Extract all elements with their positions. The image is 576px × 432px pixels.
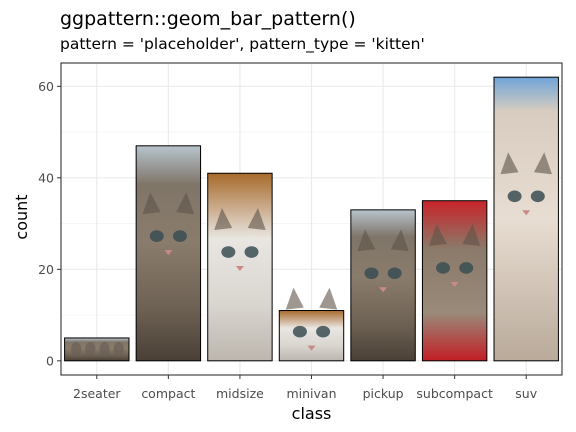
x-tick-label: midsize — [216, 386, 264, 401]
x-axis-title: class — [292, 404, 332, 423]
kitten-nose — [164, 250, 173, 256]
kitten-nose — [235, 266, 244, 272]
kitten-eye — [459, 262, 474, 274]
x-tick-label: subcompact — [416, 386, 493, 401]
kitten-ear — [247, 208, 266, 231]
kitten-eye — [221, 246, 236, 258]
bar-2seater — [64, 337, 130, 362]
kitten-ear — [390, 229, 409, 252]
kitten-nose — [379, 287, 388, 293]
x-tick-label: minivan — [286, 386, 336, 401]
kitten-ear — [142, 192, 161, 215]
kitten-eye — [172, 230, 187, 242]
y-tick-label: 40 — [38, 170, 54, 185]
bar-subcompact — [421, 200, 488, 362]
kitten-eye — [364, 267, 379, 280]
bar-outline — [421, 200, 488, 362]
kitten-ear — [428, 223, 447, 246]
kitten-ear — [533, 152, 552, 175]
kitten-ear — [285, 287, 304, 310]
bar — [350, 209, 416, 361]
y-tick-label: 60 — [38, 79, 54, 94]
bar-suv — [493, 76, 559, 362]
bar-outline — [278, 309, 345, 362]
y-tick-label: 20 — [38, 262, 54, 277]
kitten-nose — [522, 210, 531, 216]
bar — [494, 77, 559, 361]
bar — [279, 310, 344, 361]
kitten-ear — [500, 152, 519, 175]
bar-outline — [350, 209, 416, 362]
kitten-shape — [71, 342, 82, 357]
kitten-shape — [113, 342, 124, 357]
bar-outline — [493, 76, 559, 362]
kitten-eye — [292, 325, 307, 338]
kitten-eye — [149, 230, 164, 242]
bar-outline — [135, 145, 202, 362]
bar-pickup — [350, 209, 416, 362]
bar-outline — [207, 172, 273, 362]
kitten-nose — [450, 281, 459, 287]
bar — [64, 337, 129, 361]
bar-minivan — [278, 287, 345, 362]
bar-midsize — [207, 172, 273, 362]
kitten-eye — [436, 262, 451, 274]
y-axis: 0 20 40 60 — [38, 79, 61, 368]
bar-outline — [64, 337, 130, 362]
y-tick-label: 0 — [46, 353, 54, 368]
x-tick-label: suv — [515, 386, 537, 401]
kitten-eye — [530, 190, 545, 203]
x-axis: 2seater compact midsize minivan pickup subcom… — [73, 375, 538, 401]
kitten-ear — [462, 223, 481, 246]
bar-compact — [135, 145, 202, 362]
kitten-nose — [307, 345, 316, 351]
kitten-ear — [214, 208, 233, 231]
chart-title: ggpattern::geom_bar_pattern() — [60, 8, 356, 30]
chart-subtitle: pattern = 'placeholder', pattern_type = … — [60, 35, 425, 53]
x-tick-label: compact — [141, 386, 195, 401]
kitten-eye — [507, 190, 522, 203]
kitten-ear — [319, 287, 338, 310]
x-tick-label: pickup — [363, 386, 404, 401]
kitten-shape — [85, 342, 96, 357]
kitten-eye — [244, 246, 259, 258]
x-tick-label: 2seater — [73, 386, 121, 401]
kitten-ear — [357, 229, 376, 252]
y-axis-title: count — [12, 194, 31, 239]
bar — [422, 200, 487, 361]
bars — [64, 76, 559, 362]
kitten-shape — [99, 342, 110, 357]
kitten-eye — [316, 325, 331, 338]
kitten-eye — [387, 267, 402, 280]
kitten-ear — [176, 192, 195, 215]
